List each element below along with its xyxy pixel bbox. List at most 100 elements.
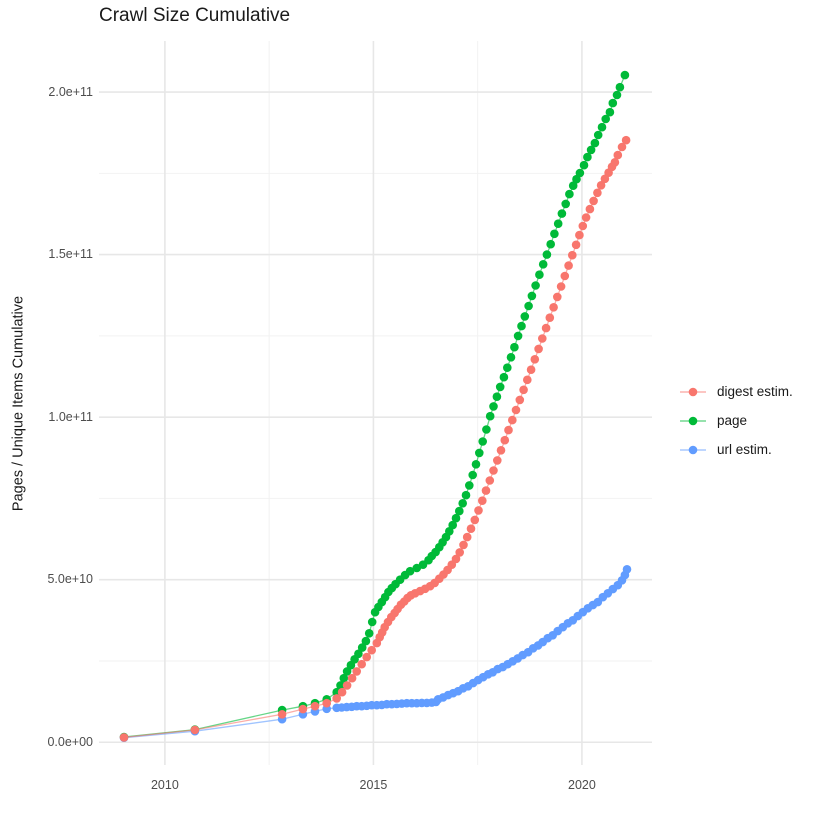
data-point [119,733,129,742]
data-point [621,135,631,145]
data-point [455,506,464,516]
data-point [465,481,474,490]
data-point [342,667,352,676]
data-point [322,698,331,708]
data-point [550,229,559,239]
data-point [482,425,491,434]
data-point [610,158,620,167]
data-point [339,673,349,683]
data-point [485,476,495,485]
y-tick-label: 0.0e+00 [47,734,93,749]
data-point [492,392,502,402]
legend-key-icon [680,416,706,425]
legend-label: url estim. [717,442,772,457]
data-point [542,250,552,259]
data-point [367,645,377,655]
data-point [593,130,603,140]
data-point [575,230,584,240]
data-point [448,520,458,530]
data-point [519,385,528,395]
data-point [556,282,566,291]
data-point [471,460,481,469]
legend-label: page [717,413,748,428]
data-point [523,375,532,385]
data-point [493,456,502,465]
data-point [530,355,540,364]
data-point [545,313,555,323]
data-point [575,168,585,178]
legend: digest estim. page url estim. [679,377,793,464]
chart-title: Crawl Size Cumulative [99,5,291,26]
data-point [310,701,320,711]
data-point [553,292,562,302]
data-point [468,470,478,480]
data-point [495,382,505,392]
legend-key-icon [680,387,706,396]
data-point [499,372,509,382]
data-point [354,649,363,659]
data-point [332,694,341,703]
data-point [357,659,367,669]
data-point [535,270,544,279]
data-point [560,271,570,281]
data-point [513,331,523,341]
data-point [553,219,563,228]
data-point [515,395,525,405]
data-point [503,363,512,373]
data-point [474,506,483,515]
data-point [589,196,598,206]
data-point [549,303,558,312]
data-point [478,437,488,446]
data-point [485,411,495,421]
data-point [470,515,480,525]
data-point [362,652,372,662]
data-point [585,204,595,214]
x-tick-label: 2010 [150,778,179,792]
data-point [336,681,345,690]
data-point [475,448,484,458]
data-point [496,446,506,455]
data-point [596,181,606,190]
data-point [571,240,581,250]
data-point [568,250,577,260]
data-point [352,667,361,676]
data-point [364,629,374,638]
legend-key-icon [680,445,706,454]
data-point [511,405,521,415]
data-point [342,681,352,690]
series-line-url-estim [123,569,628,739]
data-point [190,725,200,735]
data-point [504,425,513,435]
legend-item-page: page [679,406,793,435]
data-point [337,687,347,697]
data-point [517,321,526,331]
series-points-url-estim [119,565,632,742]
data-point [612,90,622,100]
data-point [538,260,548,269]
data-point [561,199,570,209]
data-point [586,145,596,155]
data-point [526,365,536,375]
y-tick-label: 5.0e+10 [47,572,93,587]
data-point [361,636,371,646]
data-point [557,209,567,218]
data-point [478,496,487,506]
data-point [565,189,574,199]
data-point [347,673,357,683]
data-point [451,554,461,564]
y-axis-title: Pages / Unique Items Cumulative [10,295,27,512]
legend-item-url-estim: url estim. [679,435,793,464]
data-point [462,532,472,542]
data-point [405,566,415,576]
data-point [613,150,623,160]
data-point [622,565,632,574]
data-point [524,301,533,311]
data-point [277,710,287,719]
data-point [298,704,308,714]
data-point [615,82,625,92]
data-point [527,291,537,301]
data-point [593,188,602,198]
data-point [579,160,589,170]
x-tick-label: 2015 [359,778,388,792]
